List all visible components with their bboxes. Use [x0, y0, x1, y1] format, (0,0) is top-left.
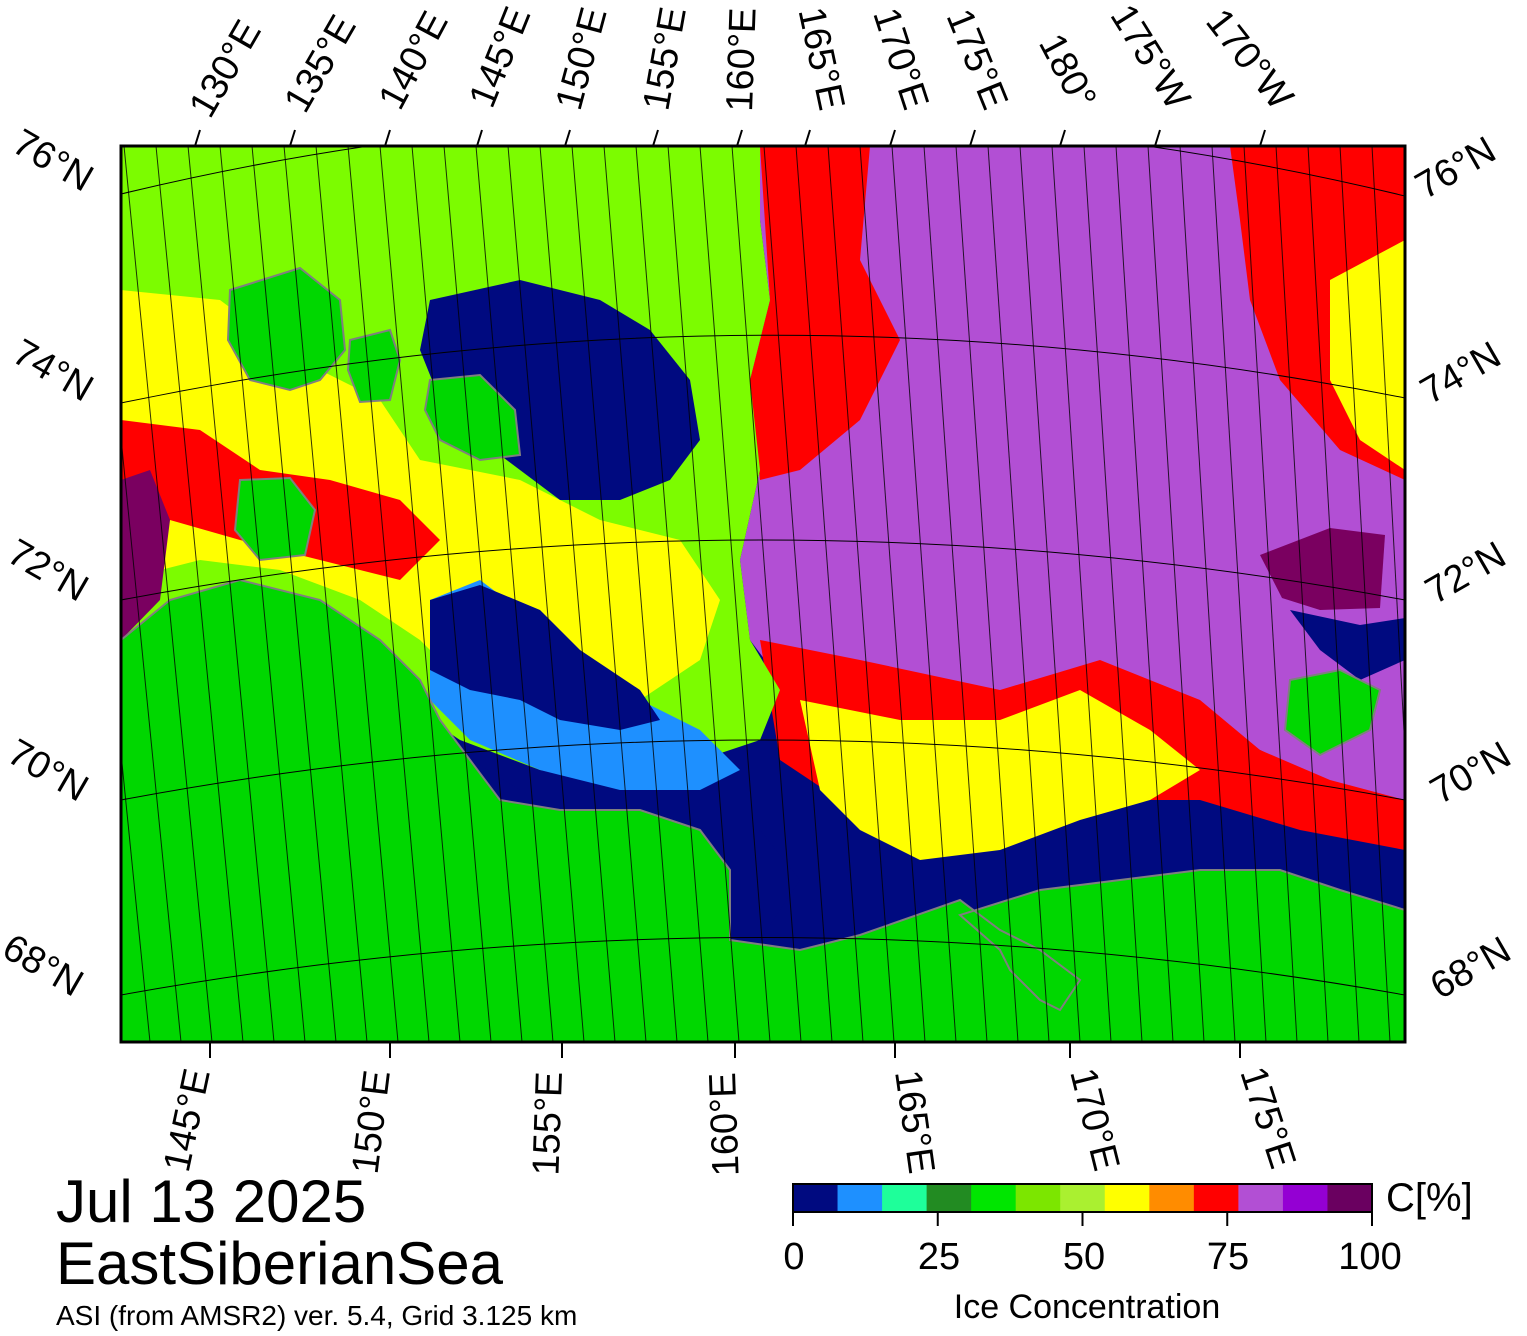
lon-label: 150°E — [345, 1068, 399, 1176]
lon-label: 145°E — [156, 1065, 219, 1175]
lat-labels-left: 76°N 74°N 72°N 70°N 68°N — [0, 121, 100, 1005]
lat-label: 76°N — [1409, 129, 1504, 208]
colorbar-cell — [1193, 1184, 1239, 1212]
lon-label: 160°E — [719, 7, 765, 112]
colorbar — [793, 1184, 1373, 1212]
colorbar-tick-label: 0 — [783, 1236, 805, 1278]
open-water-mid — [430, 585, 660, 730]
lon-label: 165°E — [886, 1067, 942, 1176]
colorbar-unit: C[%] — [1386, 1176, 1473, 1220]
wrangel-island — [1283, 668, 1382, 757]
colorbar-tick-label: 50 — [1062, 1236, 1106, 1278]
colorbar-cell — [882, 1184, 928, 1212]
lon-label: 170°E — [864, 3, 936, 115]
lon-label: 150°E — [548, 3, 615, 114]
region-label: EastSiberianSea — [56, 1230, 503, 1297]
colorbar-cell — [1149, 1184, 1195, 1212]
colorbar-cell — [971, 1184, 1017, 1212]
lat-label: 70°N — [1, 731, 96, 810]
ice-yellow-west — [121, 290, 720, 720]
lon-label: 145°E — [461, 1, 539, 113]
colorbar-cell — [1282, 1184, 1328, 1212]
colorbar-cell — [1238, 1184, 1284, 1212]
lyakhovsky-island — [233, 476, 317, 562]
lat-label: 74°N — [6, 331, 101, 410]
lon-label: 175°E — [938, 3, 1016, 115]
open-water-east — [1290, 610, 1405, 680]
lat-label: 74°N — [1414, 334, 1509, 413]
lon-labels-top: 130°E 135°E 140°E 145°E 150°E 155°E 160°E 165°E… — [181, 0, 1301, 147]
faddeyevsky-island — [423, 373, 522, 462]
lon-label: 160°E — [702, 1072, 748, 1177]
lat-label: 72°N — [1419, 534, 1514, 613]
map-frame — [119, 144, 1407, 1044]
kotelny-island — [226, 266, 347, 392]
lat-label: 72°N — [1, 531, 96, 610]
colorbar-tick-label: 25 — [917, 1236, 961, 1278]
colorbar-title: Ice Concentration — [953, 1288, 1221, 1326]
lon-label: 140°E — [371, 5, 457, 117]
lat-label: 68°N — [0, 926, 90, 1005]
colorbar-cell — [1327, 1184, 1373, 1212]
lon-label: 180° — [1030, 27, 1104, 116]
lon-label: 175°E — [1231, 1062, 1303, 1174]
date-label: Jul 13 2025 — [56, 1168, 367, 1235]
siberian-mainland — [121, 578, 1405, 1042]
map-area — [121, 146, 1405, 1042]
lon-label: 165°E — [790, 3, 853, 113]
colorbar-cell — [926, 1184, 972, 1212]
colorbar-tick-label: 100 — [1338, 1236, 1402, 1278]
ice-max-patch — [1260, 528, 1385, 610]
colorbar-cell — [1104, 1184, 1150, 1212]
lat-label: 68°N — [1424, 929, 1519, 1008]
lat-label: 70°N — [1424, 734, 1519, 813]
colorbar-cell — [1060, 1184, 1106, 1212]
colorbar-cell — [1015, 1184, 1061, 1212]
lat-label: 76°N — [6, 121, 101, 200]
lon-labels-bottom: 145°E 150°E 155°E 160°E 165°E 170°E 175°E — [156, 1042, 1304, 1177]
lon-label: 155°E — [636, 4, 695, 114]
lon-label: 155°E — [525, 1071, 571, 1176]
lon-label: 170°W — [1197, 1, 1301, 117]
graticule — [121, 146, 1405, 1042]
new-siberia-island — [346, 328, 402, 404]
colorbar-cell — [837, 1184, 883, 1212]
ice-red-band — [750, 146, 900, 480]
lon-label: 135°E — [276, 8, 364, 119]
colorbar-cell — [793, 1184, 839, 1212]
colorbar-tick-marks — [792, 1212, 1373, 1226]
lon-label: 170°E — [1061, 1064, 1127, 1175]
lon-label: 130°E — [181, 13, 269, 124]
lon-label: 175°W — [1102, 0, 1198, 117]
lat-labels-right: 76°N 74°N 72°N 70°N 68°N — [1409, 129, 1519, 1008]
colorbar-tick-label: 75 — [1206, 1236, 1250, 1278]
ice-field-east — [740, 146, 1405, 840]
product-label: ASI (from AMSR2) ver. 5.4, Grid 3.125 km — [56, 1300, 578, 1331]
